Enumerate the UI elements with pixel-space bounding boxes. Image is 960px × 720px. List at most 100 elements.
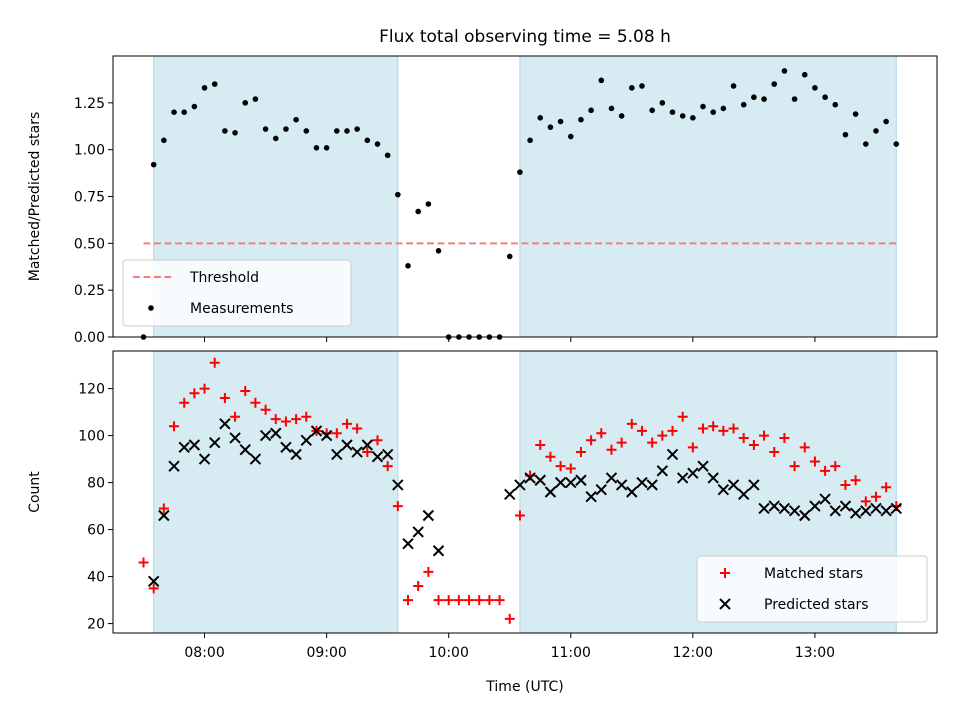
- matched-point: [555, 461, 566, 472]
- legend: Matched stars Predicted stars: [696, 555, 928, 623]
- measurement-point: [791, 96, 798, 102]
- predicted-point: [676, 472, 689, 484]
- predicted-point: [656, 465, 669, 477]
- legend-label: Matched stars: [764, 566, 863, 582]
- shaded-interval: [519, 55, 897, 338]
- measurement-point: [679, 113, 686, 119]
- y-tick-label: 60: [87, 523, 105, 539]
- predicted-point: [860, 505, 872, 517]
- y-axis-label: Count: [27, 471, 43, 513]
- matched-point: [250, 397, 261, 408]
- measurement-point: [252, 96, 259, 102]
- predicted-point: [158, 509, 170, 522]
- matched-point: [199, 383, 210, 394]
- predicted-point: [361, 439, 374, 451]
- legend-label: Threshold: [189, 270, 259, 286]
- measurement-point: [557, 118, 564, 125]
- measurement-point: [700, 103, 706, 110]
- predicted-point: [198, 453, 211, 465]
- y-tick-label: 0.75: [74, 190, 105, 206]
- matched-point: [270, 414, 281, 425]
- predicted-point: [575, 474, 587, 486]
- matched-point: [372, 435, 383, 446]
- matched-point: [575, 447, 586, 458]
- measurement-point: [659, 100, 666, 106]
- measurement-point: [629, 85, 635, 91]
- predicted-point: [717, 483, 730, 496]
- matched-point: [189, 388, 200, 399]
- measurement-point: [578, 116, 584, 123]
- predicted-point: [209, 436, 221, 449]
- measurement-point: [588, 107, 594, 114]
- predicted-point: [402, 537, 414, 550]
- measurement-point: [181, 109, 188, 115]
- predicted-point: [219, 418, 231, 430]
- measurement-point: [415, 208, 421, 215]
- predicted-point: [880, 505, 892, 517]
- x-axis-label: Time (UTC): [485, 679, 563, 695]
- measurement-point: [710, 109, 716, 115]
- matched-point: [453, 595, 464, 606]
- measurement-point: [171, 109, 177, 115]
- matched-point: [809, 456, 820, 467]
- matched-point: [779, 432, 790, 443]
- legend-measurement-swatch: [148, 305, 154, 311]
- predicted-point: [788, 505, 801, 517]
- measurement-point: [283, 126, 289, 132]
- legend-label: Predicted stars: [764, 597, 869, 613]
- predicted-point: [758, 502, 770, 515]
- matched-point: [484, 595, 495, 606]
- measurement-point: [354, 126, 360, 132]
- measurement-point: [527, 137, 533, 144]
- legend-matched-swatch: [720, 568, 730, 578]
- y-tick-label: 1.25: [74, 96, 105, 112]
- predicted-point: [178, 441, 190, 454]
- predicted-point: [412, 526, 424, 538]
- predicted-point: [229, 432, 241, 444]
- matched-point: [464, 595, 475, 606]
- predicted-point: [392, 479, 404, 491]
- measurement-point: [842, 131, 849, 138]
- matched-point: [169, 421, 180, 432]
- measurement-point: [669, 109, 676, 115]
- measurement-point: [303, 128, 310, 134]
- predicted-point: [381, 448, 394, 461]
- measurement-point: [567, 133, 574, 140]
- y-tick-label: 80: [87, 476, 105, 492]
- predicted-point: [778, 502, 791, 515]
- matched-point: [748, 440, 759, 450]
- matched-point: [545, 451, 556, 462]
- matched-point: [148, 583, 159, 594]
- measurement-point: [150, 161, 157, 168]
- predicted-point: [371, 451, 384, 463]
- measurement-point: [822, 94, 828, 101]
- x-tick-label: 09:00: [306, 645, 346, 661]
- matched-point: [687, 442, 698, 453]
- measurement-point: [222, 128, 228, 134]
- predicted-point: [168, 460, 180, 472]
- matched-point: [504, 613, 515, 624]
- predicted-point: [432, 545, 445, 557]
- measurement-point: [649, 107, 655, 114]
- predicted-point: [310, 425, 323, 437]
- predicted-point: [666, 448, 679, 461]
- predicted-point: [300, 434, 312, 447]
- matched-point: [280, 416, 291, 427]
- y-tick-label: 40: [87, 570, 105, 586]
- matched-point: [158, 503, 169, 514]
- matched-point: [443, 595, 454, 606]
- matched-point: [586, 435, 597, 446]
- measurement-point: [272, 135, 279, 142]
- measurement-point: [730, 83, 737, 89]
- matched-point: [474, 595, 485, 606]
- measurement-point: [364, 137, 371, 144]
- matched-point: [138, 557, 149, 568]
- legend-label: Measurements: [190, 301, 293, 317]
- matched-point: [769, 447, 780, 458]
- matched-point: [870, 491, 881, 502]
- top-panel-ratio: 0.00 0.25 0.50 0.75 1.00 1.25 Matched/Predicte…: [27, 55, 938, 346]
- measurement-point: [852, 111, 859, 117]
- predicted-point: [738, 488, 750, 501]
- matched-point: [423, 566, 434, 577]
- y-tick-label: 120: [78, 382, 105, 398]
